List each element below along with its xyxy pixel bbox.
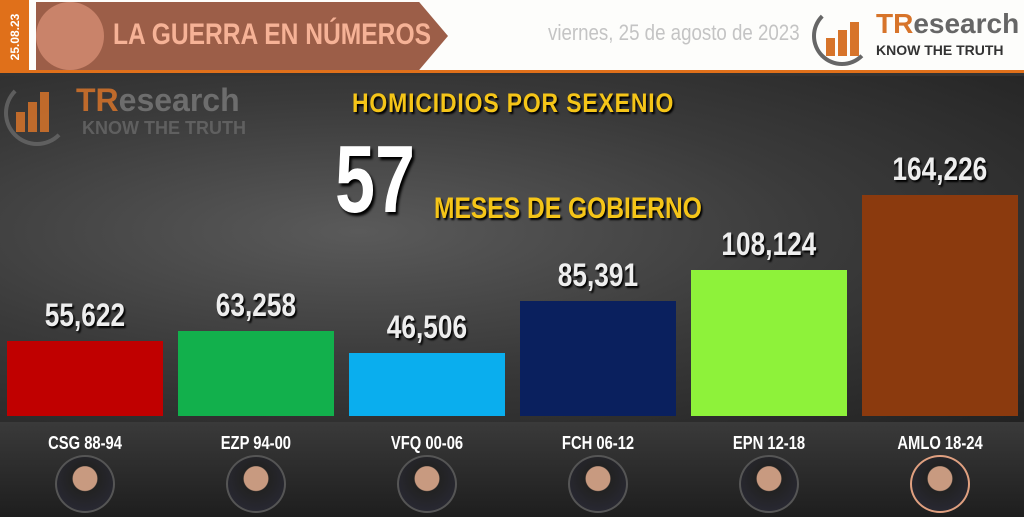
category-label-text: CSG 88-94: [48, 433, 122, 453]
bar: [691, 270, 847, 416]
title-banner: [36, 2, 448, 70]
value-label-text: 63,258: [215, 286, 297, 323]
date-tab-text: 25.08.23: [7, 13, 22, 60]
category-label-text: VFQ 00-06: [390, 433, 464, 453]
president-avatar: [226, 455, 286, 513]
value-label: 164,226: [862, 151, 1018, 188]
date-tab: 25.08.23: [0, 0, 29, 73]
date-text: viernes, 25 de agosto de 2023: [548, 20, 800, 45]
value-label: 55,622: [7, 297, 163, 334]
president-avatar: [910, 455, 970, 513]
value-label-text: 55,622: [44, 297, 126, 334]
value-label-text: 46,506: [386, 309, 468, 346]
banner-title: LA GUERRA EN NÚMEROS: [113, 18, 431, 51]
bar: [178, 330, 334, 416]
category-label: EPN 12-18: [691, 433, 847, 454]
mexico-map-icon: [36, 2, 104, 70]
value-label-text: 108,124: [721, 226, 817, 263]
category-label-text: EPN 12-18: [732, 433, 806, 453]
category-label: VFQ 00-06: [349, 433, 505, 454]
months-label: MESES DE GOBIERNO: [434, 192, 702, 225]
bar: [349, 353, 505, 416]
logo-arc-icon: [812, 6, 872, 66]
logo-bars-icon: [826, 16, 859, 56]
category-label-text: EZP 94-00: [220, 433, 292, 453]
chart-title: HOMICIDIOS POR SEXENIO: [352, 88, 675, 118]
category-label: EZP 94-00: [178, 433, 334, 454]
value-label: 63,258: [178, 287, 334, 324]
footer-band: [0, 422, 1024, 517]
value-label: 108,124: [691, 226, 847, 263]
president-avatar: [568, 455, 628, 513]
category-label-text: AMLO 18-24: [897, 433, 983, 453]
chart-area: [0, 76, 1024, 422]
category-label: FCH 06-12: [520, 433, 676, 454]
logo-bars-icon: [16, 88, 49, 132]
logo-arc-icon: [4, 80, 70, 146]
bar: [520, 301, 676, 416]
bar: [7, 341, 163, 416]
months-number: 57: [335, 126, 416, 233]
category-label: CSG 88-94: [7, 433, 163, 454]
value-label: 85,391: [520, 257, 676, 294]
value-label-text: 164,226: [892, 151, 988, 187]
bar: [862, 195, 1018, 416]
president-avatar: [397, 455, 457, 513]
value-label-text: 85,391: [557, 257, 639, 294]
category-label-text: FCH 06-12: [561, 433, 635, 453]
category-label: AMLO 18-24: [862, 433, 1018, 454]
president-avatar: [739, 455, 799, 513]
value-label: 46,506: [349, 309, 505, 346]
president-avatar: [55, 455, 115, 513]
